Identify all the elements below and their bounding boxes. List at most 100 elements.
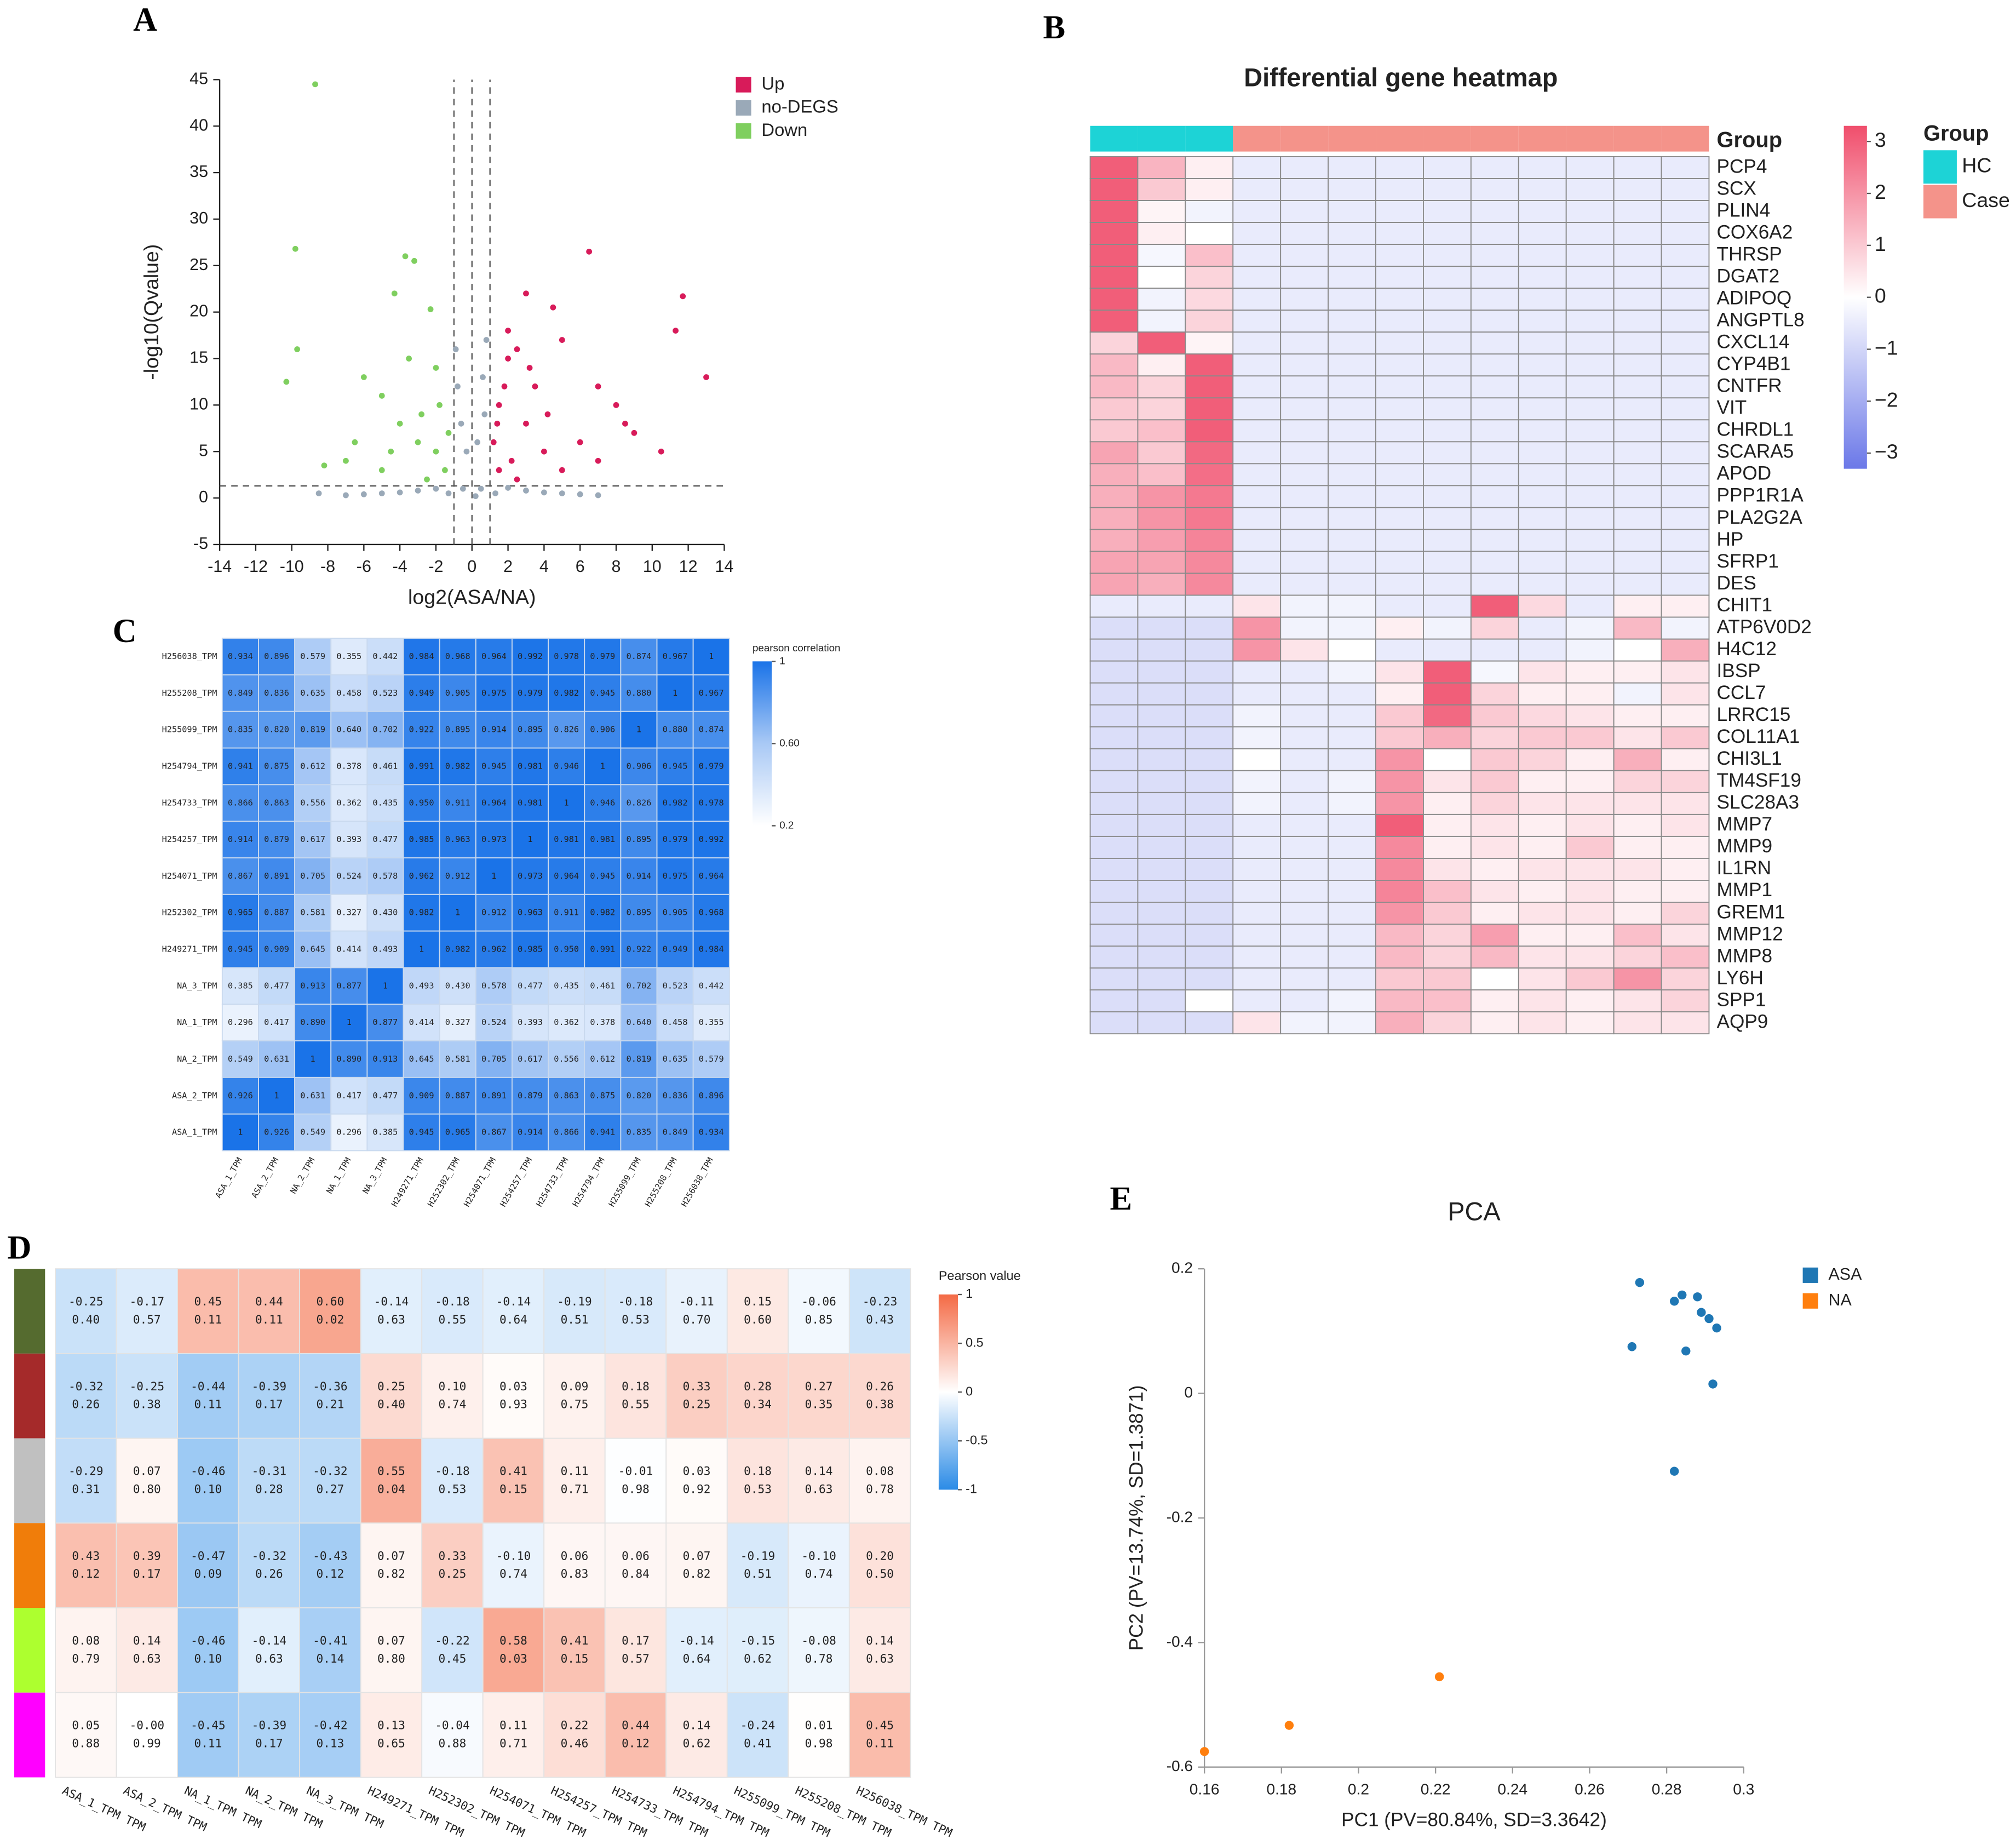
y-tick-label: 0.2 bbox=[1171, 1259, 1193, 1276]
colorbar-tick-label: 0.5 bbox=[966, 1335, 984, 1349]
heatmap-cell bbox=[1232, 178, 1282, 201]
point bbox=[397, 489, 403, 496]
heatmap-cell bbox=[1661, 200, 1710, 224]
row-label: DGAT2 bbox=[1717, 265, 1780, 287]
point bbox=[463, 448, 470, 455]
cell-value: 0.895 bbox=[518, 725, 543, 735]
cell-value: 0.991 bbox=[409, 761, 434, 771]
heatmap-cell bbox=[1137, 835, 1186, 859]
cell-value: 0.891 bbox=[264, 871, 289, 881]
heatmap-cell bbox=[692, 711, 730, 749]
heatmap-cell bbox=[403, 1076, 440, 1115]
heatmap-cell bbox=[221, 821, 259, 858]
point bbox=[294, 346, 300, 352]
heatmap-cell bbox=[294, 930, 332, 969]
heatmap-cell bbox=[1089, 813, 1139, 837]
point bbox=[378, 393, 385, 399]
cell-value: 0.362 bbox=[554, 1017, 579, 1027]
cell-value: 0.18 bbox=[622, 1379, 650, 1393]
y-tick-label: 5 bbox=[199, 441, 208, 460]
heatmap-cell bbox=[1280, 441, 1329, 465]
point bbox=[613, 402, 619, 408]
heatmap-cell bbox=[1470, 989, 1519, 1013]
point bbox=[532, 383, 538, 389]
heatmap-cell bbox=[421, 1692, 484, 1778]
cell-value: 0.493 bbox=[409, 981, 434, 990]
cell-value: 0.874 bbox=[627, 651, 652, 661]
heatmap-cell bbox=[1089, 857, 1139, 881]
heatmap-cell bbox=[1613, 419, 1662, 443]
heatmap-cell bbox=[1328, 222, 1376, 245]
cell-value: 0.378 bbox=[590, 1017, 615, 1027]
group-legend-title: Group bbox=[1923, 122, 1989, 146]
heatmap-cell bbox=[512, 893, 549, 932]
cell-value: 0.556 bbox=[554, 1054, 579, 1064]
cell-p-value: 0.13 bbox=[317, 1737, 344, 1750]
heatmap-cell bbox=[1613, 835, 1662, 859]
cell-p-value: 0.02 bbox=[317, 1313, 344, 1326]
heatmap-cell bbox=[1137, 266, 1186, 289]
heatmap-cell bbox=[439, 930, 476, 969]
heatmap-cell bbox=[1328, 857, 1376, 881]
heatmap-cell bbox=[1280, 572, 1329, 596]
heatmap-cell bbox=[1137, 924, 1186, 947]
heatmap-cell bbox=[1232, 310, 1282, 333]
cell-value: -0.47 bbox=[191, 1549, 225, 1562]
heatmap-cell bbox=[1137, 222, 1186, 245]
heatmap-cell bbox=[1518, 813, 1567, 837]
cell-value: 0.964 bbox=[699, 871, 724, 881]
heatmap-cell bbox=[1565, 353, 1615, 377]
heatmap-cell bbox=[1232, 813, 1282, 837]
cell-p-value: 0.26 bbox=[255, 1567, 283, 1580]
heatmap-cell bbox=[1280, 946, 1329, 969]
heatmap-cell bbox=[620, 1040, 658, 1078]
heatmap-cell bbox=[1185, 616, 1234, 640]
heatmap-cell bbox=[1375, 441, 1424, 465]
group-annotation bbox=[1090, 125, 1138, 152]
cell-value: 0.968 bbox=[699, 908, 724, 918]
row-label: GREM1 bbox=[1717, 901, 1785, 923]
point bbox=[411, 257, 417, 264]
cell-value: 0.945 bbox=[228, 944, 253, 954]
heatmap-cell bbox=[482, 1522, 545, 1608]
heatmap-cell bbox=[1565, 331, 1615, 355]
heatmap-cell bbox=[1661, 770, 1710, 793]
heatmap-cell bbox=[1470, 594, 1519, 618]
heatmap-cell bbox=[1137, 463, 1186, 486]
heatmap-cell bbox=[548, 638, 585, 675]
row-label: CNTFR bbox=[1717, 375, 1782, 397]
heatmap-cell bbox=[788, 1692, 850, 1778]
x-tick-label: 14 bbox=[715, 557, 733, 576]
heatmap-cell bbox=[1089, 178, 1139, 201]
heatmap-cell bbox=[1232, 419, 1282, 443]
heatmap-cell bbox=[665, 1607, 728, 1693]
x-tick-label: -10 bbox=[280, 557, 304, 576]
cell-value: 0.10 bbox=[439, 1379, 467, 1393]
heatmap-cell bbox=[1232, 156, 1282, 179]
point bbox=[391, 290, 398, 297]
heatmap-cell bbox=[1565, 880, 1615, 903]
x-tick-label: 6 bbox=[576, 557, 585, 576]
heatmap-cell bbox=[620, 1004, 658, 1041]
point bbox=[415, 439, 421, 445]
heatmap-cell bbox=[221, 857, 259, 895]
point bbox=[378, 467, 385, 473]
column-label: H254071_TPM bbox=[462, 1156, 498, 1208]
heatmap-cell bbox=[403, 1040, 440, 1078]
heatmap-cell bbox=[1232, 507, 1282, 530]
heatmap-cell bbox=[656, 1113, 694, 1151]
group-annotation bbox=[1328, 125, 1376, 152]
heatmap-cell bbox=[366, 1040, 404, 1078]
heatmap-cell bbox=[1185, 638, 1234, 662]
heatmap-cell bbox=[1518, 792, 1567, 815]
x-tick-label: -8 bbox=[320, 557, 335, 576]
cell-p-value: 0.25 bbox=[683, 1397, 711, 1411]
colorbar-tick-label: 1 bbox=[1875, 232, 1886, 255]
heatmap-cell bbox=[1661, 266, 1710, 289]
heatmap-cell bbox=[1137, 726, 1186, 749]
heatmap-cell bbox=[1470, 397, 1519, 421]
heatmap-cell bbox=[330, 674, 368, 712]
cell-value: 0.913 bbox=[373, 1054, 398, 1064]
cell-value: 0.979 bbox=[518, 688, 543, 698]
heatmap-cell bbox=[1470, 551, 1519, 574]
